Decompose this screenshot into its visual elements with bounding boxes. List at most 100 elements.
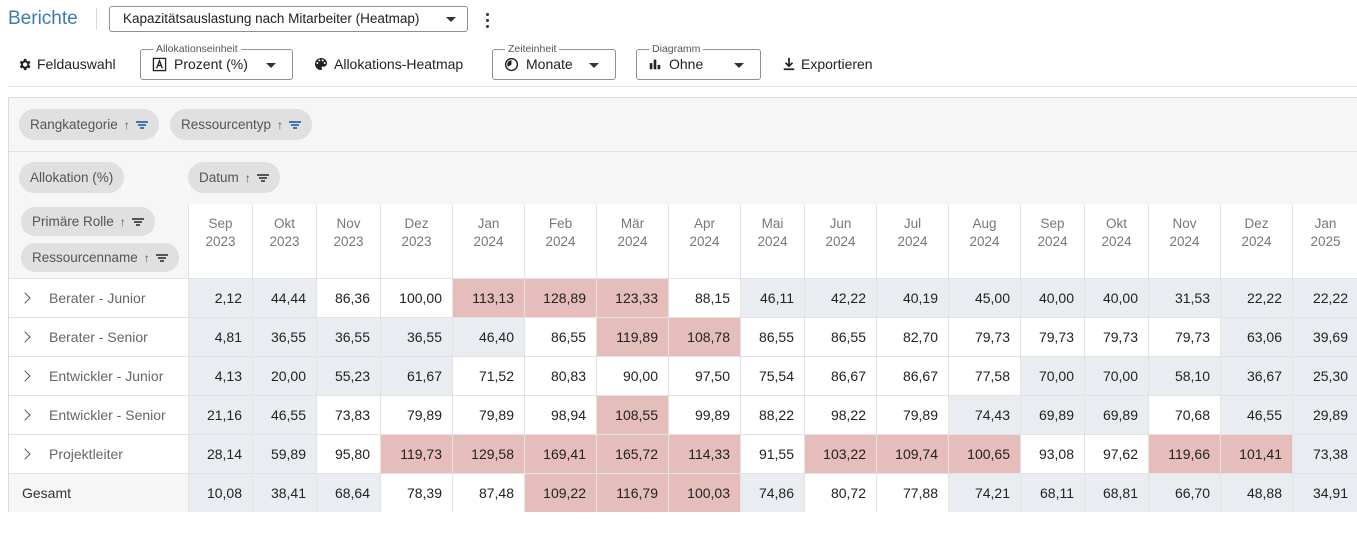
filter-icon[interactable] — [256, 173, 269, 182]
table-cell: 123,33 — [596, 279, 668, 317]
column-header: Okt 2024 — [1084, 204, 1148, 278]
column-header: Mai 2024 — [740, 204, 804, 278]
table-cell: 74,21 — [948, 474, 1020, 512]
top-bar: Berichte Kapazitätsauslastung nach Mitar… — [0, 0, 1357, 40]
value-chip-allocation[interactable]: Allokation (%) — [19, 162, 125, 193]
table-cell: 119,73 — [380, 435, 452, 473]
column-header-month: Nov — [336, 216, 361, 231]
column-header: Sep 2023 — [188, 204, 252, 278]
table-cell: 79,73 — [948, 318, 1020, 356]
table-cell: 79,89 — [452, 396, 524, 434]
chip-label: Datum — [199, 170, 239, 185]
filter-chip-resource-type[interactable]: Ressourcentyp ↑ — [170, 109, 313, 140]
table-row: Berater - Senior 4,81 36,55 36,55 36,55 46,40… — [9, 317, 1357, 356]
table-cell: 108,55 — [596, 396, 668, 434]
table-cell: 68,64 — [316, 474, 380, 512]
table-cell: 34,91 — [1292, 474, 1357, 512]
row-label[interactable]: Entwickler - Junior — [9, 357, 188, 395]
table-cell: 45,00 — [948, 279, 1020, 317]
chevron-down-icon — [589, 63, 599, 68]
row-chip-primary-role[interactable]: Primäre Rolle ↑ — [21, 207, 155, 236]
sort-ascending-icon[interactable]: ↑ — [143, 250, 150, 265]
more-options-icon[interactable] — [480, 10, 496, 30]
table-cell: 44,44 — [252, 279, 316, 317]
chevron-right-icon[interactable] — [19, 409, 31, 421]
filter-icon[interactable] — [155, 253, 168, 262]
table-cell: 77,58 — [948, 357, 1020, 395]
column-header-year: 2024 — [1241, 234, 1272, 249]
field-selection-button[interactable]: Feldauswahl — [17, 54, 116, 74]
table-cell: 97,62 — [1084, 435, 1148, 473]
table-cell: 75,54 — [740, 357, 804, 395]
page-title: Berichte — [8, 8, 78, 29]
sort-ascending-icon[interactable]: ↑ — [244, 170, 251, 185]
report-select[interactable]: Kapazitätsauslastung nach Mitarbeiter (H… — [109, 6, 468, 32]
table-cell: 69,89 — [1020, 396, 1084, 434]
table-cell: 36,55 — [380, 318, 452, 356]
table-cell: 97,50 — [668, 357, 740, 395]
column-header-month: Jan — [477, 216, 500, 231]
allocation-unit-legend: Allokationseinheit — [153, 43, 241, 55]
table-cell: 100,03 — [668, 474, 740, 512]
table-cell: 20,00 — [252, 357, 316, 395]
column-header-month: Jun — [829, 216, 852, 231]
column-header-month: Mai — [761, 216, 784, 231]
table-cell: 10,08 — [188, 474, 252, 512]
allocation-unit-value: Prozent (%) — [174, 56, 248, 72]
filter-icon[interactable] — [289, 120, 302, 129]
divider — [96, 8, 97, 30]
column-chip-date[interactable]: Datum ↑ — [188, 162, 280, 193]
table-cell: 73,83 — [316, 396, 380, 434]
row-label[interactable]: Projektleiter — [9, 435, 188, 473]
column-header: Jul 2024 — [876, 204, 948, 278]
table-cell: 42,22 — [804, 279, 876, 317]
chevron-down-icon — [266, 63, 276, 68]
allocation-unit-select[interactable]: Allokationseinheit Prozent (%) — [140, 43, 293, 80]
row-label[interactable]: Berater - Senior — [9, 318, 188, 356]
chevron-right-icon[interactable] — [19, 448, 31, 460]
chevron-right-icon[interactable] — [19, 292, 31, 304]
table-row: Entwickler - Senior 21,16 46,55 73,83 79,89 7… — [9, 395, 1357, 434]
table-cell: 79,89 — [380, 396, 452, 434]
row-label[interactable]: Entwickler - Senior — [9, 396, 188, 434]
table-cell: 109,74 — [876, 435, 948, 473]
sort-ascending-icon[interactable]: ↑ — [123, 117, 130, 132]
table-cell: 68,11 — [1020, 474, 1084, 512]
table-cell: 40,00 — [1020, 279, 1084, 317]
table-cell: 39,69 — [1292, 318, 1357, 356]
gear-icon — [19, 58, 31, 70]
column-header-year: 2023 — [333, 234, 364, 249]
table-cell: 79,73 — [1020, 318, 1084, 356]
table-cell: 79,89 — [876, 396, 948, 434]
column-header-month: Okt — [273, 216, 295, 231]
report-select-value: Kapazitätsauslastung nach Mitarbeiter (H… — [123, 11, 420, 26]
sort-ascending-icon[interactable]: ↑ — [277, 117, 284, 132]
chevron-right-icon[interactable] — [19, 370, 31, 382]
column-header-month: Okt — [1105, 216, 1127, 231]
chevron-right-icon[interactable] — [19, 331, 31, 343]
table-cell: 21,16 — [188, 396, 252, 434]
time-unit-select[interactable]: Zeiteinheit Monate — [492, 43, 616, 80]
table-cell: 46,40 — [452, 318, 524, 356]
diagram-select[interactable]: Diagramm Ohne — [636, 43, 761, 80]
table-cell: 71,52 — [452, 357, 524, 395]
table-cell: 103,22 — [804, 435, 876, 473]
chip-label: Rangkategorie — [30, 117, 118, 132]
table-cell: 80,83 — [524, 357, 596, 395]
column-header: Jan 2024 — [452, 204, 524, 278]
table-cell: 70,00 — [1084, 357, 1148, 395]
export-button[interactable]: Exportieren — [782, 54, 873, 74]
filter-icon[interactable] — [135, 120, 148, 129]
sort-ascending-icon[interactable]: ↑ — [119, 214, 126, 229]
row-label[interactable]: Berater - Junior — [9, 279, 188, 317]
table-cell: 4,13 — [188, 357, 252, 395]
column-header: Sep 2024 — [1020, 204, 1084, 278]
filter-chip-rank-category[interactable]: Rangkategorie ↑ — [19, 109, 159, 140]
filter-icon[interactable] — [131, 217, 144, 226]
allocation-heatmap-button[interactable]: Allokations-Heatmap — [313, 54, 463, 74]
table-row: Projektleiter 28,14 59,89 95,80 119,73 129,58… — [9, 434, 1357, 473]
column-header: Dez 2023 — [380, 204, 452, 278]
table-cell: 79,73 — [1084, 318, 1148, 356]
row-chip-resource-name[interactable]: Ressourcenname ↑ — [21, 243, 179, 272]
column-header-month: Nov — [1172, 216, 1197, 231]
